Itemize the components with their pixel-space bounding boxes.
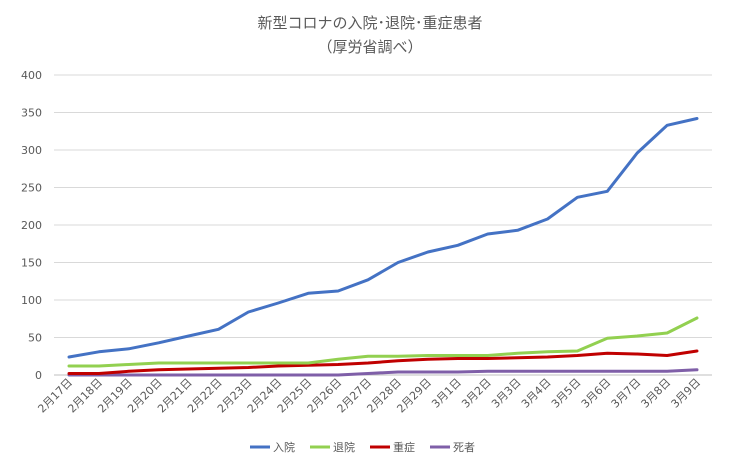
x-tick-label: 3月2日: [459, 376, 494, 411]
y-tick-label: 0: [35, 369, 42, 382]
x-tick-label: 3月8日: [639, 376, 674, 411]
x-tick-label: 3月5日: [549, 376, 584, 411]
series-line-退院: [67, 316, 699, 368]
y-tick-label: 50: [28, 332, 42, 345]
y-tick-label: 250: [21, 182, 42, 195]
legend-label: 入院: [273, 440, 295, 454]
series-line-重症: [67, 349, 699, 375]
x-tick-label: 3月7日: [609, 376, 644, 411]
series-line-入院: [67, 117, 699, 359]
series-line-死者: [67, 368, 699, 377]
y-tick-label: 100: [21, 294, 42, 307]
x-tick-label: 3月9日: [669, 376, 704, 411]
legend-label: 退院: [333, 440, 355, 454]
chart-subtitle: （厚労省調べ）: [317, 38, 423, 56]
y-tick-label: 150: [21, 257, 42, 270]
x-tick-label: 3月1日: [429, 376, 464, 411]
x-tick-label: 3月4日: [519, 376, 554, 411]
y-tick-label: 350: [21, 107, 42, 120]
x-tick-label: 3月6日: [579, 376, 614, 411]
y-tick-label: 400: [21, 69, 42, 82]
legend-label: 重症: [393, 440, 415, 454]
y-tick-label: 300: [21, 144, 42, 157]
chart-title: 新型コロナの入院･退院･重症患者: [257, 14, 483, 32]
legend-label: 死者: [453, 441, 475, 454]
y-tick-label: 200: [21, 219, 42, 232]
x-tick-label: 3月3日: [489, 376, 524, 411]
